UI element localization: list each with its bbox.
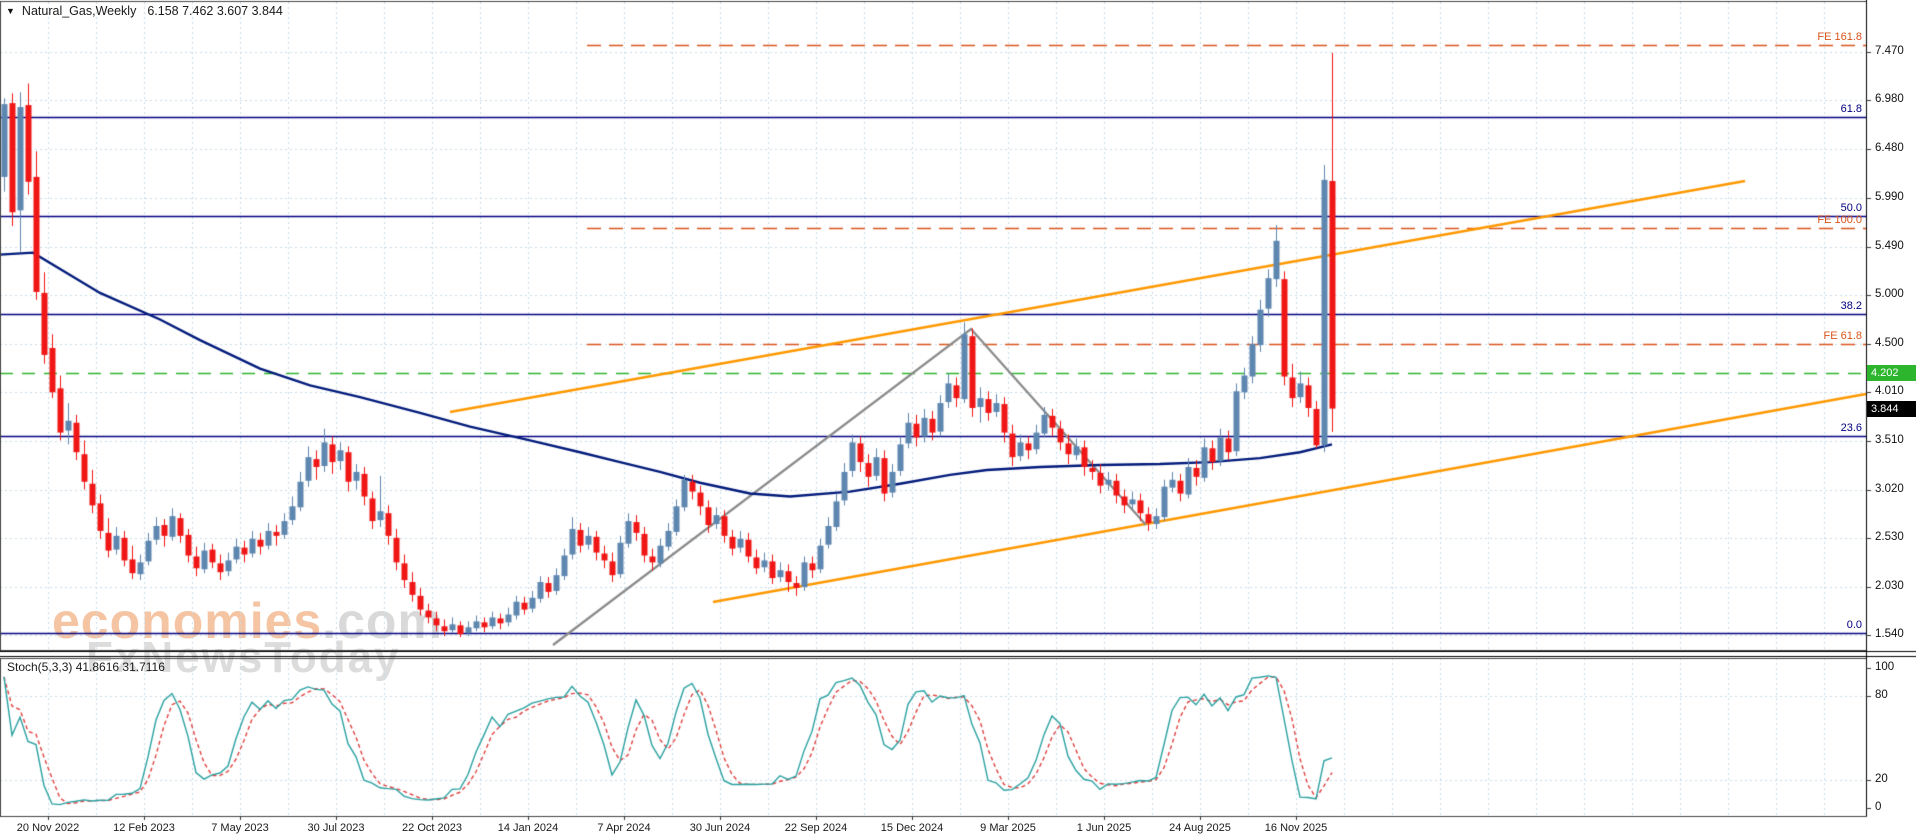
- stoch-axis-label: 0: [1875, 801, 1882, 813]
- chart-title: ▼ Natural_Gas,Weekly 6.158 7.462 3.607 3…: [6, 4, 283, 18]
- date-axis-label: 1 Jun 2025: [1076, 822, 1132, 834]
- date-axis-label: 24 Aug 2025: [1169, 822, 1231, 834]
- price-axis-label: 3.510: [1875, 434, 1904, 447]
- price-axis-label: 4.500: [1875, 337, 1904, 350]
- date-axis-label: 30 Jul 2023: [307, 822, 365, 834]
- date-axis-label: 7 Apr 2024: [597, 822, 651, 834]
- price-axis-label: 1.540: [1875, 628, 1904, 641]
- target-price-badge: 4.202: [1867, 365, 1916, 382]
- date-axis-label: 15 Dec 2024: [880, 822, 944, 834]
- price-axis-label: 7.470: [1875, 45, 1904, 57]
- symbol-period-label: Natural_Gas,Weekly: [21, 4, 137, 18]
- date-axis-label: 22 Sep 2024: [784, 822, 848, 834]
- fib-level-label: 38.2: [1840, 300, 1862, 313]
- last-price-badge: 3.844: [1867, 400, 1916, 417]
- date-axis-label: 30 Jun 2024: [689, 822, 751, 834]
- fe-level-label: FE 100.0: [1817, 213, 1862, 226]
- price-axis-label: 4.010: [1875, 385, 1904, 398]
- stoch-axis-label: 20: [1875, 773, 1888, 785]
- fe-level-label: FE 61.8: [1823, 330, 1862, 343]
- fib-level-label: 50.0: [1840, 201, 1862, 214]
- price-axis-label: 6.480: [1875, 142, 1904, 155]
- price-axis-label: 5.490: [1875, 239, 1904, 252]
- fib-level-label: 0.0: [1846, 618, 1862, 631]
- price-axis-label: 5.990: [1875, 190, 1904, 203]
- fib-level-label: 61.8: [1840, 103, 1862, 115]
- price-axis-label: 5.000: [1875, 287, 1904, 300]
- price-axis-label: 2.030: [1875, 579, 1904, 592]
- price-axis-label: 3.020: [1875, 482, 1904, 495]
- symbol-dropdown-icon[interactable]: ▼: [6, 6, 15, 16]
- date-axis-label: 7 May 2023: [211, 822, 269, 834]
- ohlc-values: 6.158 7.462 3.607 3.844: [147, 4, 283, 18]
- stoch-axis-label: 100: [1875, 661, 1895, 673]
- price-axis-label: 2.530: [1875, 530, 1904, 543]
- stoch-indicator-label: Stoch(5,3,3) 41.8616 31.7116: [7, 660, 165, 674]
- date-axis-label: 12 Feb 2023: [113, 822, 175, 834]
- date-axis-label: 20 Nov 2022: [16, 822, 80, 834]
- date-axis-label: 22 Oct 2023: [402, 822, 462, 834]
- stoch-axis-label: 80: [1875, 689, 1888, 701]
- fib-level-label: 23.6: [1840, 421, 1862, 434]
- fe-level-label: FE 161.8: [1817, 31, 1862, 44]
- date-axis-label: 9 Mar 2025: [980, 822, 1036, 834]
- price-axis-label: 6.980: [1875, 93, 1904, 106]
- date-axis-label: 16 Nov 2025: [1264, 822, 1328, 834]
- date-axis-label: 14 Jan 2024: [497, 822, 559, 834]
